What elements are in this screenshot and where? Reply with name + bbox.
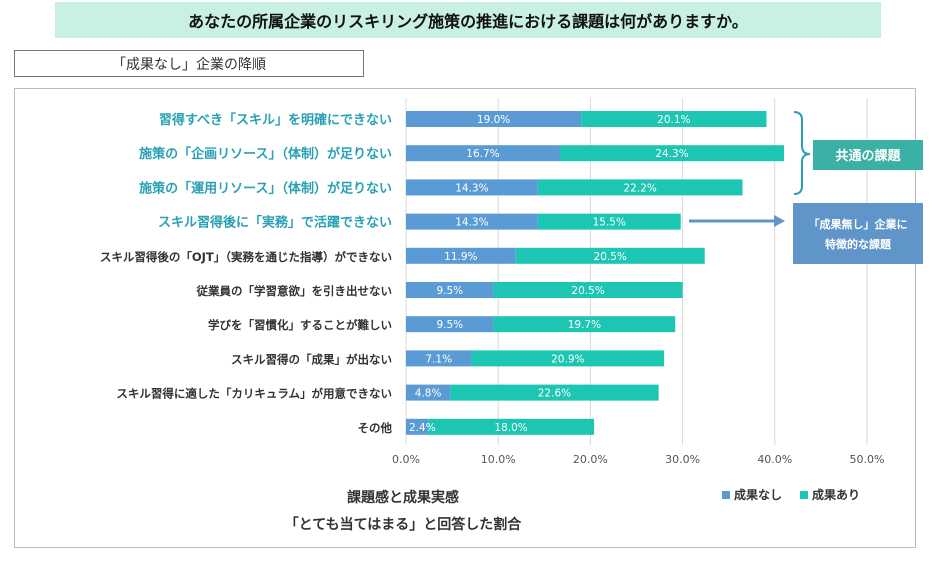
chart-frame bbox=[14, 88, 916, 548]
common-callout-text: 共通の課題 bbox=[835, 148, 901, 164]
data-label-result: 18.0% bbox=[494, 422, 527, 434]
category-label: その他 bbox=[358, 421, 393, 435]
x-tick-label: 30.0% bbox=[665, 453, 700, 466]
bar-result bbox=[581, 111, 767, 127]
data-label-no-result: 9.5% bbox=[436, 285, 463, 297]
category-label: スキル習得後の「OJT」（実務を通じた指導）ができない bbox=[100, 250, 392, 264]
data-label-no-result: 9.5% bbox=[436, 319, 463, 331]
bar-result bbox=[450, 384, 659, 401]
legend-swatch-result bbox=[800, 491, 808, 499]
data-label-result: 20.5% bbox=[571, 285, 604, 297]
data-label-no-result: 11.9% bbox=[444, 251, 477, 263]
category-label: 学びを「習慣化」することが難しい bbox=[208, 318, 392, 332]
legend-label-no-result: 成果なし bbox=[734, 487, 782, 502]
bar-no-result bbox=[406, 316, 494, 333]
data-label-no-result: 14.3% bbox=[455, 217, 488, 229]
bar-result bbox=[493, 282, 683, 298]
category-label: 施策の「企画リソース」（体制）が足りない bbox=[139, 146, 392, 162]
specific-arrow-head bbox=[774, 215, 785, 227]
legend-swatch-no-result bbox=[722, 491, 730, 499]
bar-no-result bbox=[406, 179, 538, 196]
x-tick-label: 50.0% bbox=[850, 453, 885, 466]
data-label-no-result: 14.3% bbox=[455, 182, 488, 194]
data-label-no-result: 7.1% bbox=[425, 353, 452, 365]
bar-result bbox=[471, 350, 665, 367]
data-label-no-result: 16.7% bbox=[466, 148, 499, 160]
sort-note: 「成果なし」企業の降順 bbox=[14, 50, 364, 77]
bar-result bbox=[515, 247, 705, 264]
x-tick-label: 10.0% bbox=[481, 453, 516, 466]
bar-no-result bbox=[406, 350, 472, 367]
data-label-no-result: 19.0% bbox=[477, 114, 510, 126]
bar-result bbox=[559, 145, 785, 162]
category-label: スキル習得の「成果」が出ない bbox=[231, 352, 392, 366]
bar-result bbox=[493, 316, 676, 333]
chart-title: あなたの所属企業のリスキリング施策の推進における課題は何がありますか。 bbox=[55, 2, 881, 38]
x-tick-label: 40.0% bbox=[757, 453, 792, 466]
category-label: 施策の「運用リソース」（体制）が足りない bbox=[139, 180, 392, 196]
specific-callout-line2: 特徴的な課題 bbox=[825, 237, 892, 251]
data-label-result: 19.7% bbox=[568, 319, 601, 331]
caption-line2: 「とても当てはまる」と回答した割合 bbox=[285, 516, 523, 533]
data-label-result: 22.2% bbox=[624, 182, 657, 194]
specific-callout-box bbox=[793, 203, 923, 264]
common-callout-box bbox=[813, 140, 923, 170]
specific-callout-line1: 「成果無し」企業に bbox=[809, 217, 908, 231]
bar-no-result bbox=[406, 145, 560, 162]
data-label-result: 20.9% bbox=[551, 353, 584, 365]
bar-no-result bbox=[406, 213, 538, 230]
category-label: スキル習得に適した「カリキュラム」が用意できない bbox=[116, 387, 392, 401]
category-label: 従業員の「学習意欲」を引き出せない bbox=[196, 284, 393, 298]
data-label-result: 22.6% bbox=[538, 388, 571, 400]
bar-no-result bbox=[406, 282, 494, 298]
data-label-no-result: 4.8% bbox=[415, 388, 442, 400]
caption-line1: 課題感と成果実感 bbox=[347, 489, 459, 506]
bar-result bbox=[537, 213, 681, 230]
data-label-no-result: 2.4% bbox=[409, 422, 436, 434]
bar-no-result bbox=[406, 111, 582, 127]
data-label-result: 15.5% bbox=[593, 217, 626, 229]
bar-no-result bbox=[406, 247, 516, 264]
x-tick-label: 0.0% bbox=[392, 453, 420, 466]
legend-label-result: 成果あり bbox=[812, 487, 860, 502]
category-label: スキル習得後に「実務」で活躍できない bbox=[158, 215, 392, 231]
common-bracket bbox=[793, 111, 811, 195]
bar-no-result bbox=[406, 384, 451, 401]
bar-no-result bbox=[406, 418, 429, 435]
category-label: 習得すべき「スキル」を明確にできない bbox=[159, 112, 392, 128]
bar-result bbox=[428, 418, 595, 435]
data-label-result: 20.5% bbox=[594, 251, 627, 263]
x-tick-label: 20.0% bbox=[573, 453, 608, 466]
bar-result bbox=[537, 179, 743, 196]
data-label-result: 24.3% bbox=[655, 148, 688, 160]
data-label-result: 20.1% bbox=[657, 114, 690, 126]
